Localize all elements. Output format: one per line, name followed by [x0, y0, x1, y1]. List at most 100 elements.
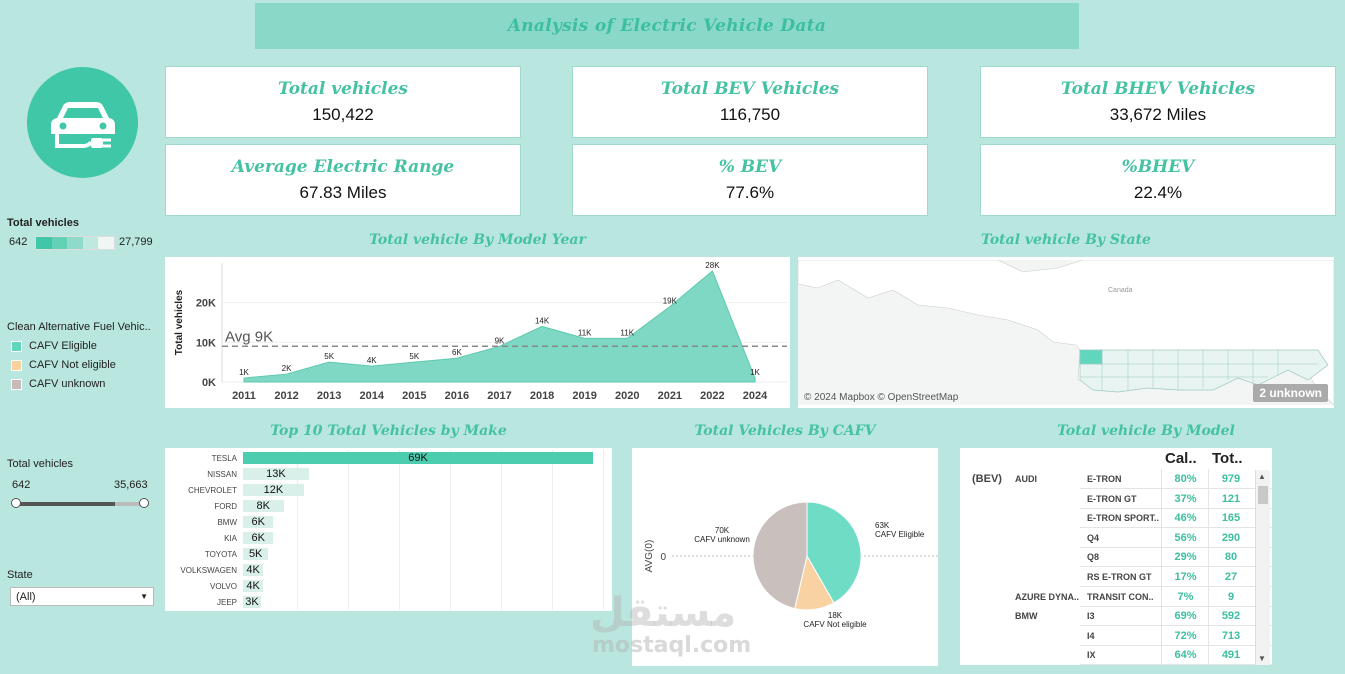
chevron-down-icon[interactable]: ▼ [1258, 654, 1266, 663]
table-row[interactable]: E-TRON GT 37% 121 [960, 489, 1272, 509]
watermark-latin: mostaql.com [592, 633, 752, 658]
bar-row[interactable]: JEEP 3K [165, 595, 261, 609]
legend-swatch [11, 340, 22, 352]
x-tick-label: 2013 [317, 390, 341, 402]
bar-row[interactable]: VOLVO 4K [165, 579, 264, 593]
bar[interactable]: 4K [243, 564, 264, 576]
state-map[interactable]: Canada © 2024 Mapbox © OpenStreetMap 2 u… [798, 260, 1334, 405]
range-slider-unselected [115, 502, 145, 506]
bar[interactable]: 5K [243, 548, 269, 560]
chevron-up-icon[interactable]: ▲ [1258, 472, 1266, 481]
bar[interactable]: 4K [243, 580, 264, 592]
y-tick-label: 0K [202, 377, 216, 389]
cell-total: 713 [1221, 629, 1241, 642]
bar-row[interactable]: BMW 6K [165, 515, 274, 529]
bar-value-label: 12K [263, 484, 284, 496]
bar-value-label: 6K [251, 532, 265, 544]
row-divider [1080, 566, 1272, 568]
legend-label: CAFV unknown [29, 378, 106, 390]
bar[interactable]: 12K [243, 484, 304, 496]
legend-item-eligible[interactable]: CAFV Eligible [11, 340, 116, 352]
gridline [552, 450, 553, 610]
pie-category-label: CAFV unknown [694, 535, 750, 544]
kpi-average-range: Average Electric Range 67.83 Miles [165, 144, 521, 216]
cell-pct: 46% [1174, 512, 1197, 525]
range-slider-min-handle[interactable] [11, 498, 21, 508]
table-row[interactable]: Q4 56% 290 [960, 528, 1272, 548]
area-series[interactable] [243, 270, 756, 383]
model-table[interactable]: Cal.. Tot.. (BEV) AUDI E-TRON 80% 979 E-TRON … [960, 448, 1272, 665]
table-row[interactable]: IX 64% 491 [960, 645, 1272, 665]
gridline [450, 450, 451, 610]
bar-row[interactable]: CHEVROLET 12K [165, 483, 304, 497]
unknown-badge[interactable]: 2 unknown [1253, 384, 1328, 402]
x-tick-label: 2020 [615, 390, 639, 402]
bar-category-label: BMW [217, 517, 237, 527]
gridline [501, 450, 502, 610]
table-row[interactable]: AZURE DYNA.. TRANSIT CON.. 7% 9 [960, 587, 1272, 607]
bar-value-label: 4K [246, 564, 260, 576]
bar-row[interactable]: VOLKSWAGEN 4K [165, 563, 264, 577]
bar-row[interactable]: FORD 8K [165, 499, 284, 513]
bar-row[interactable]: KIA 6K [165, 531, 274, 545]
col-header-tot[interactable]: Tot.. [1212, 450, 1243, 467]
pie-slice[interactable] [806, 501, 862, 604]
data-label: 2K [282, 364, 292, 373]
kpi-value: 33,672 Miles [1109, 105, 1207, 124]
bar[interactable]: 3K [243, 596, 261, 608]
legend-item-not-eligible[interactable]: CAFV Not eligible [11, 359, 116, 371]
state-filter-dropdown[interactable]: (All) ▼ [10, 587, 154, 606]
data-label: 5K [324, 352, 334, 361]
scrollbar-thumb[interactable] [1258, 486, 1268, 504]
bar-row[interactable]: TESLA 69K [165, 451, 593, 465]
data-label: 19K [663, 297, 678, 306]
bar[interactable]: 8K [243, 500, 284, 512]
color-legend-title: Total vehicles [7, 217, 79, 229]
map-canvas: Canada [798, 260, 1334, 405]
cell-model: E-TRON GT [1087, 493, 1137, 504]
cell-model: E-TRON SPORT.. [1087, 513, 1160, 524]
cell-total: 491 [1221, 649, 1241, 662]
kpi-label: % BEV [718, 157, 782, 177]
range-slider-max-handle[interactable] [139, 498, 149, 508]
cell-model: I4 [1087, 630, 1095, 641]
legend-item-unknown[interactable]: CAFV unknown [11, 378, 116, 390]
cell-total: 290 [1221, 531, 1241, 544]
table-row[interactable]: BMW I3 69% 592 [960, 606, 1272, 627]
kpi-value: 22.4% [1133, 183, 1183, 202]
model-table-body: (BEV) AUDI E-TRON 80% 979 E-TRON GT 37% 121 E-TR… [960, 469, 1272, 665]
data-label: 9K [495, 336, 505, 345]
cell-type [972, 606, 1010, 626]
table-row[interactable]: E-TRON SPORT.. 46% 165 [960, 508, 1272, 529]
x-tick-label: 2018 [530, 390, 554, 402]
cell-total: 9 [1227, 590, 1235, 603]
bar[interactable]: 13K [243, 468, 309, 480]
cell-make: AZURE DYNA.. [1015, 591, 1080, 602]
bar-row[interactable]: NISSAN 13K [165, 467, 309, 481]
x-tick-label: 2012 [274, 390, 298, 402]
cafv-chart-title: Total Vehicles By CAFV [632, 414, 938, 448]
table-scrollbar[interactable]: ▲ ▼ [1255, 470, 1270, 665]
make-bar-chart[interactable]: TESLA 69K NISSAN 13K CHEVROLET 12K FORD 8K BMW 6K… [165, 450, 612, 610]
map-state-washington[interactable] [1079, 349, 1103, 365]
year-area-chart[interactable]: 0K 10K 20K Total vehicles Avg 9K 1K 2011 2K 2012… [165, 257, 790, 408]
bar[interactable]: 6K [243, 532, 274, 544]
color-legend-ramp[interactable] [35, 236, 115, 250]
table-row[interactable]: I4 72% 713 [960, 626, 1272, 646]
x-tick-label: 2021 [658, 390, 682, 402]
table-row[interactable]: Q8 29% 80 [960, 547, 1272, 568]
table-row[interactable]: RS E-TRON GT 17% 27 [960, 567, 1272, 587]
cell-type: (BEV) [972, 473, 1002, 485]
bar[interactable]: 69K [243, 452, 593, 464]
bar-row[interactable]: TOYOTA 5K [165, 547, 269, 561]
range-slider-track[interactable] [15, 502, 145, 506]
pie-slice[interactable] [752, 501, 808, 610]
bar[interactable]: 6K [243, 516, 274, 528]
data-label: 11K [620, 328, 634, 337]
bar-category-label: KIA [224, 533, 237, 543]
col-header-cal[interactable]: Cal.. [1165, 450, 1197, 467]
cell-type [972, 528, 1010, 548]
table-row[interactable]: (BEV) AUDI E-TRON 80% 979 [960, 469, 1272, 489]
kpi-label: Total BEV Vehicles [660, 79, 840, 99]
